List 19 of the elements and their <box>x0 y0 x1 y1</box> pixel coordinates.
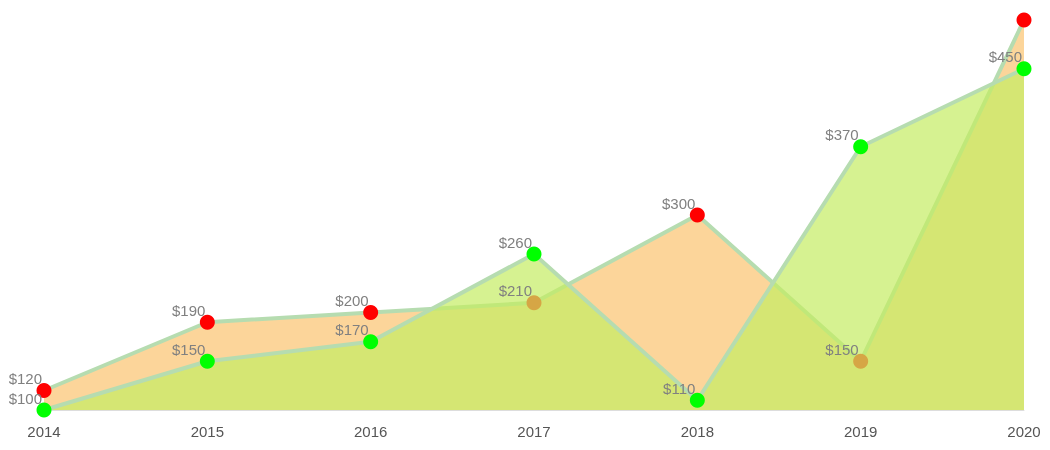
x-tick-label: 2018 <box>680 423 715 440</box>
x-tick-label: 2014 <box>27 423 61 440</box>
data-label: $100 <box>8 389 42 407</box>
x-tick-label: 2016 <box>353 423 388 440</box>
data-label: $370 <box>825 126 859 144</box>
data-label: $200 <box>335 292 369 309</box>
x-tick-label: 2015 <box>190 423 225 440</box>
data-label: $170 <box>335 321 369 339</box>
data-label: $300 <box>661 194 696 212</box>
data-label: $150 <box>171 340 206 358</box>
x-tick-label: 2020 <box>1007 423 1041 440</box>
data-label: $210 <box>498 282 532 300</box>
x-tick-label: 2017 <box>517 423 551 440</box>
data-label: $150 <box>825 340 859 358</box>
data-label: $120 <box>8 370 42 387</box>
x-tick-label: 2019 <box>843 423 878 440</box>
data-label: $260 <box>498 233 532 251</box>
data-label: $450 <box>988 48 1022 66</box>
data-label: $190 <box>171 301 206 319</box>
